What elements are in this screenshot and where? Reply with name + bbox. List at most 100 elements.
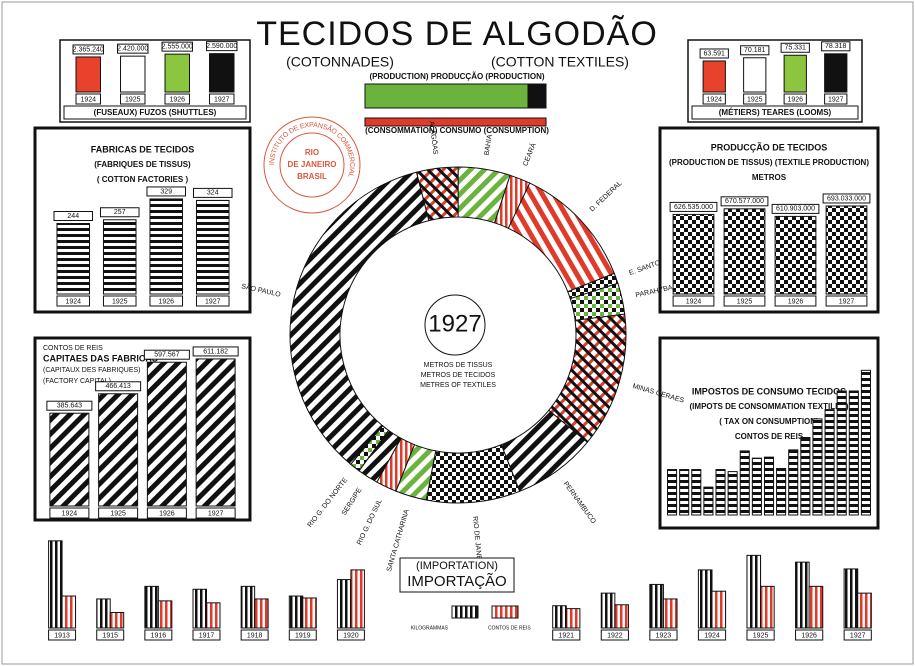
x-tick-label: 1922 <box>607 632 623 639</box>
year-box <box>48 629 77 641</box>
panel-title: (PRODUCTION DE TISSUS) (TEXTILE PRODUCTI… <box>669 158 869 167</box>
x-tick-label: 1918 <box>247 632 263 639</box>
x-tick-label: 1915 <box>102 632 118 639</box>
panel <box>59 39 251 123</box>
legend-swatch <box>491 605 519 619</box>
year-box <box>209 93 235 105</box>
year-box <box>783 93 807 105</box>
x-tick-label: 1921 <box>558 632 574 639</box>
value-label: 244 <box>67 213 79 220</box>
bar <box>848 390 859 516</box>
value-box <box>53 211 94 222</box>
bar <box>662 598 678 629</box>
stamp-line: BRASIL <box>297 172 327 181</box>
value-box <box>720 196 769 207</box>
panel-title: ( COTTON FACTORIES ) <box>97 175 189 184</box>
caption-box <box>691 105 859 120</box>
year-box <box>702 93 726 105</box>
bar <box>164 53 190 93</box>
x-tick-label: 1924 <box>62 510 78 517</box>
year-box <box>49 507 90 519</box>
bar <box>679 469 690 516</box>
x-tick-label: 1927 <box>839 298 855 305</box>
x-tick-label: 1927 <box>214 96 230 103</box>
x-tick-label: 1925 <box>110 510 126 517</box>
bar <box>774 215 817 295</box>
bar <box>739 450 750 516</box>
bar <box>824 53 848 93</box>
year-box <box>149 295 184 307</box>
bar <box>788 449 799 516</box>
bar <box>600 592 616 629</box>
value-label: 610.903.000 <box>776 206 815 213</box>
bar <box>703 486 714 516</box>
stamp-ring <box>263 116 361 214</box>
bar <box>192 588 208 629</box>
bar <box>336 579 352 629</box>
stamp-inner <box>279 132 345 198</box>
value-label: 2.420.000 <box>117 45 148 52</box>
bar <box>776 468 787 516</box>
bar <box>783 54 807 93</box>
year-box <box>795 629 824 641</box>
x-tick-label: 1919 <box>295 632 311 639</box>
bar <box>825 205 868 295</box>
bar <box>824 409 835 516</box>
year-box <box>195 507 236 519</box>
value-box <box>669 201 718 212</box>
panel-title: IMPOSTOS DE CONSUMO TECIDOS <box>692 386 846 396</box>
bar <box>254 598 269 629</box>
bar <box>98 393 139 507</box>
x-tick-label: 1927 <box>828 96 844 103</box>
panel <box>33 126 252 314</box>
value-box <box>72 44 104 55</box>
bar <box>146 361 187 507</box>
legend-swatch <box>451 605 479 619</box>
value-label: 626.535.000 <box>674 204 713 211</box>
value-box <box>117 43 149 54</box>
value-box <box>699 48 729 59</box>
bar-segment <box>364 117 547 127</box>
year-box <box>743 93 767 105</box>
bar <box>288 595 304 629</box>
subtitle-en: (COTTON TEXTILES) <box>491 54 629 70</box>
year-box <box>552 629 581 641</box>
panel-title: CONTOS DE REIS <box>43 345 103 352</box>
panel <box>658 126 880 314</box>
year-box <box>164 93 190 105</box>
bar <box>711 590 727 629</box>
value-box <box>95 381 142 392</box>
year-box <box>56 295 91 307</box>
bar <box>195 199 230 295</box>
bar <box>836 390 847 516</box>
year-box <box>746 629 775 641</box>
bar <box>751 457 762 516</box>
bar <box>727 471 738 516</box>
x-tick-label: 1927 <box>850 632 866 639</box>
value-label: 63.591 <box>704 50 726 57</box>
value-label: 2.555.000 <box>162 43 193 50</box>
x-tick-label: 1925 <box>112 298 128 305</box>
year-box <box>192 629 221 641</box>
bar <box>120 55 146 93</box>
bar <box>48 540 63 629</box>
x-tick-label: 1926 <box>788 298 804 305</box>
bar <box>857 592 872 629</box>
center-caption: METROS DE TECIDOS <box>421 372 496 379</box>
year-box <box>75 93 101 105</box>
value-label: 329 <box>160 188 172 195</box>
bar <box>49 412 90 507</box>
slice-label: BAHIA <box>484 134 494 156</box>
stamp-line: DE JANEIRO <box>288 160 337 169</box>
year-box <box>649 629 678 641</box>
bar <box>552 605 567 629</box>
bar <box>860 369 871 516</box>
bar <box>614 604 629 629</box>
x-tick-label: 1924 <box>706 96 722 103</box>
subtitle-fr: (COTONNADES) <box>286 54 394 70</box>
panel-title: FABRICAS DE TECIDOS <box>91 144 195 154</box>
value-label: 324 <box>207 190 219 197</box>
value-box <box>822 193 871 204</box>
import-title: IMPORTAÇÃO <box>407 573 506 590</box>
year-box <box>600 629 629 641</box>
